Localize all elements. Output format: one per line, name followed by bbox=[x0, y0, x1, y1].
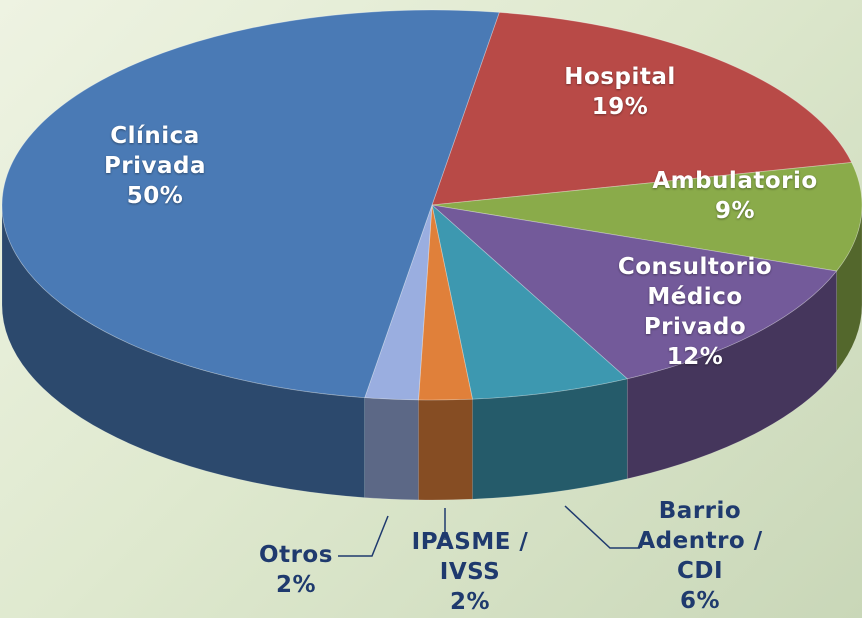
pie-slice bbox=[431, 203, 629, 400]
slice-label: Clínica Privada 50% bbox=[85, 121, 225, 211]
slice-label: Ambulatorio 9% bbox=[625, 166, 845, 226]
slice-label: Barrio Adentro / CDI 6% bbox=[625, 496, 775, 616]
pie-slice bbox=[431, 162, 862, 272]
category-label: Barrio Adentro / CDI bbox=[637, 498, 763, 584]
pie-slice bbox=[364, 204, 433, 401]
value-label: 9% bbox=[714, 198, 756, 224]
pie-slice-side bbox=[418, 398, 473, 501]
pie-slice-side bbox=[364, 397, 419, 501]
value-label: 50% bbox=[126, 183, 184, 209]
value-label: 19% bbox=[591, 94, 649, 120]
value-label: 12% bbox=[666, 344, 724, 370]
category-label: Otros bbox=[259, 542, 333, 568]
pie-slice bbox=[431, 11, 853, 206]
pie-slice bbox=[2, 9, 500, 399]
leader-line bbox=[338, 515, 389, 557]
category-label: Clínica Privada bbox=[103, 123, 207, 179]
category-label: IPASME / IVSS bbox=[411, 529, 529, 585]
value-label: 2% bbox=[449, 589, 491, 615]
value-label: 2% bbox=[275, 572, 317, 598]
category-label: Consultorio Médico Privado bbox=[617, 254, 773, 340]
category-label: Hospital bbox=[564, 64, 676, 90]
slice-label: Hospital 19% bbox=[520, 62, 720, 122]
leader-line bbox=[564, 505, 640, 549]
category-label: Ambulatorio bbox=[652, 168, 818, 194]
pie-slice bbox=[418, 204, 473, 401]
value-label: 6% bbox=[679, 588, 721, 614]
pie-sides bbox=[1, 204, 862, 501]
pie-tops bbox=[2, 9, 862, 401]
slice-label: IPASME / IVSS 2% bbox=[395, 527, 545, 617]
slice-label: Consultorio Médico Privado 12% bbox=[600, 252, 790, 372]
pie-slice bbox=[430, 204, 838, 380]
slice-label: Otros 2% bbox=[251, 540, 341, 600]
